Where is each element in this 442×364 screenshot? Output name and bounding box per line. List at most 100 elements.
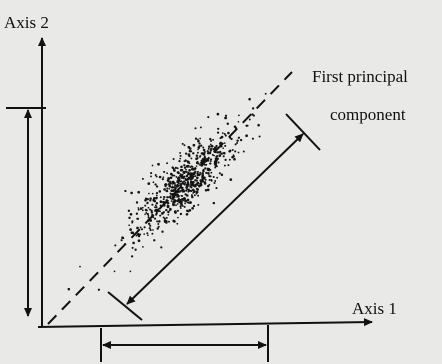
scatter-dot	[188, 169, 191, 172]
scatter-dot	[198, 163, 200, 165]
scatter-dot	[121, 239, 123, 241]
scatter-dot	[184, 193, 186, 195]
scatter-dot	[171, 200, 173, 202]
scatter-dot	[168, 185, 171, 188]
scatter-dot	[184, 144, 186, 146]
scatter-dot	[151, 204, 153, 206]
scatter-dot	[197, 152, 199, 154]
scatter-dot	[137, 191, 140, 194]
scatter-dot	[171, 166, 173, 168]
scatter-dot	[209, 179, 211, 181]
scatter-dot	[210, 172, 212, 174]
scatter-dot	[201, 180, 204, 183]
scatter-dot	[224, 117, 227, 120]
scatter-dot	[175, 187, 177, 189]
scatter-dot	[177, 203, 179, 205]
scatter-dot	[136, 227, 139, 230]
scatter-dot	[136, 201, 138, 203]
scatter-dot	[189, 162, 191, 164]
scatter-dot	[212, 148, 214, 150]
scatter-dot	[190, 150, 192, 152]
scatter-dot	[196, 191, 199, 194]
scatter-dot	[156, 176, 158, 178]
scatter-dot	[176, 223, 178, 225]
scatter-dot	[160, 246, 162, 248]
scatter-dot	[185, 182, 187, 184]
scatter-dot	[150, 229, 152, 231]
scatter-dot	[249, 119, 251, 121]
scatter-dot	[160, 200, 163, 203]
scatter-dot	[207, 153, 209, 155]
scatter-dot	[195, 157, 198, 160]
scatter-dot	[253, 115, 255, 117]
scatter-dot	[148, 207, 150, 209]
scatter-dot	[182, 174, 184, 176]
scatter-dot	[192, 168, 195, 171]
scatter-dot	[201, 172, 204, 175]
scatter-dot	[142, 209, 144, 211]
scatter-dot	[143, 233, 145, 235]
scatter-dot	[229, 178, 232, 181]
pc-label-line1: First principal	[312, 67, 408, 86]
scatter-dot	[155, 213, 157, 215]
scatter-dot	[186, 189, 188, 191]
scatter-dot	[216, 155, 218, 157]
scatter-dot	[168, 221, 170, 223]
scatter-dot	[259, 135, 261, 137]
scatter-dot	[154, 200, 157, 203]
scatter-dot	[157, 223, 159, 225]
scatter-dot	[195, 138, 197, 140]
scatter-dot	[150, 172, 152, 174]
scatter-dot	[176, 181, 179, 184]
scatter-dot	[191, 166, 193, 168]
scatter-dot	[222, 147, 224, 149]
scatter-dot	[130, 271, 132, 273]
scatter-dot	[243, 150, 245, 152]
scatter-dot	[191, 207, 194, 210]
scatter-dot	[194, 194, 196, 196]
scatter-dot	[265, 93, 267, 95]
scatter-dot	[131, 231, 134, 234]
scatter-dot	[183, 164, 185, 166]
scatter-dot	[180, 183, 182, 185]
scatter-dot	[156, 185, 158, 187]
scatter-dot	[200, 126, 202, 128]
scatter-dot	[165, 183, 167, 185]
scatter-dot	[184, 184, 186, 186]
scatter-dot	[164, 218, 166, 220]
scatter-dot	[210, 149, 212, 151]
scatter-dot	[145, 212, 147, 214]
scatter-dot	[227, 164, 229, 166]
scatter-dot	[188, 190, 190, 192]
scatter-dot	[168, 188, 170, 190]
scatter-dot	[193, 190, 196, 193]
scatter-dot	[178, 195, 180, 197]
scatter-dot	[200, 144, 202, 146]
scatter-dot	[215, 158, 217, 160]
scatter-dot	[149, 225, 151, 227]
scatter-dot	[187, 199, 190, 202]
scatter-dot	[207, 185, 209, 187]
scatter-dot	[182, 189, 185, 192]
pc-label-line2: component	[330, 105, 406, 124]
scatter-dot	[167, 206, 170, 209]
scatter-dot	[202, 146, 204, 148]
scatter-dot	[152, 165, 154, 167]
scatter-dot	[186, 213, 189, 216]
scatter-dot	[190, 157, 192, 159]
scatter-dot	[132, 242, 135, 245]
scatter-dot	[179, 158, 181, 160]
scatter-dot	[149, 227, 151, 229]
scatter-dot	[245, 134, 248, 137]
scatter-dot	[210, 160, 212, 162]
scatter-dot	[166, 172, 168, 174]
scatter-dot	[176, 186, 178, 188]
scatter-dot	[137, 218, 139, 220]
scatter-dot	[223, 155, 225, 157]
scatter-dot	[165, 209, 167, 211]
scatter-dot	[98, 289, 100, 291]
scatter-dot	[144, 213, 146, 215]
scatter-dot	[136, 213, 138, 215]
scatter-dot	[197, 204, 199, 206]
scatter-dot	[161, 212, 164, 215]
